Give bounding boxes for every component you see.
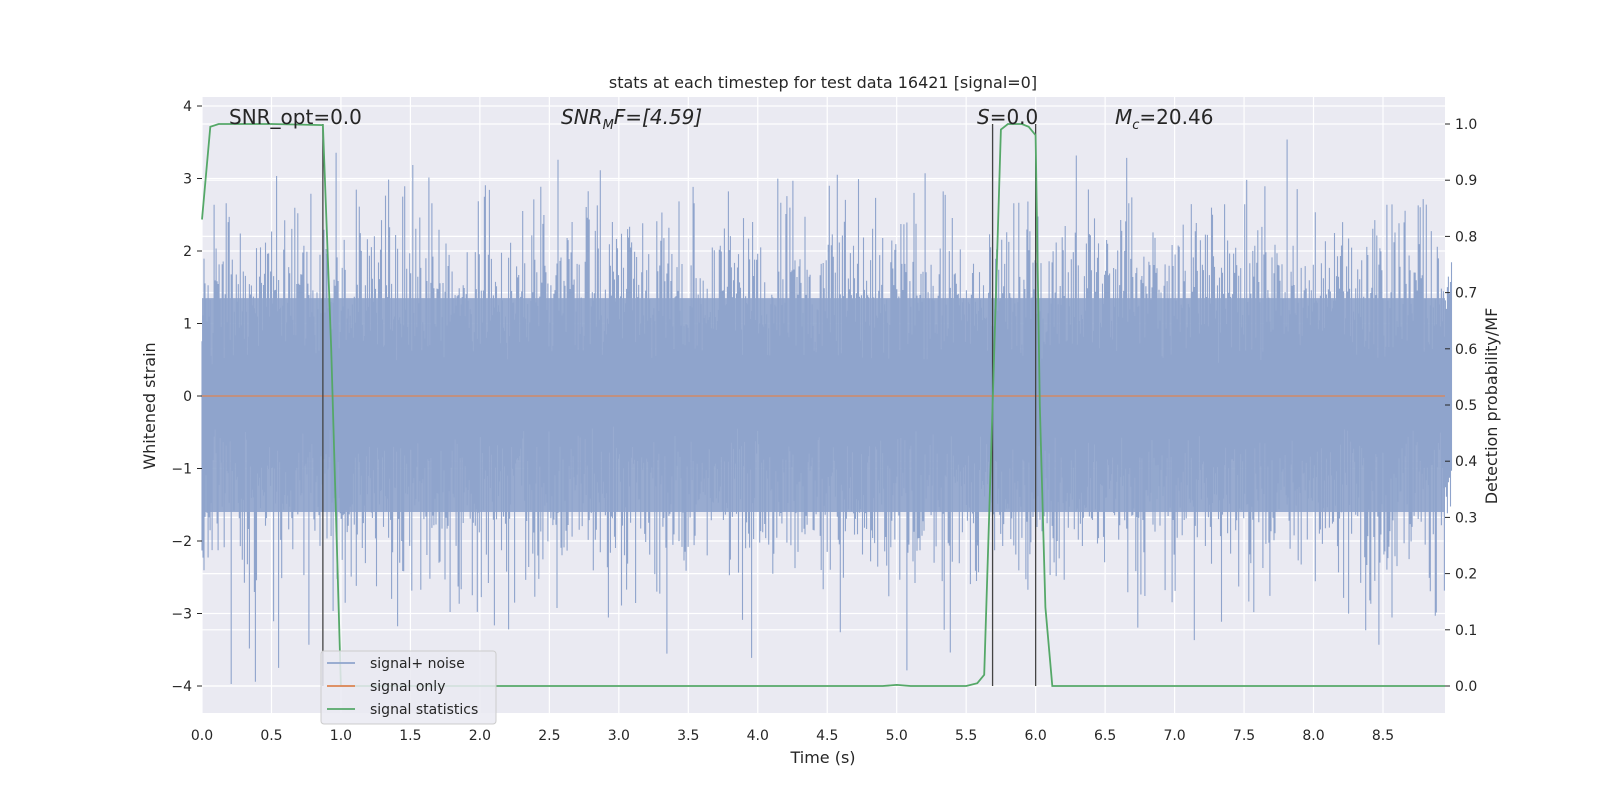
x-tick-label: 3.5	[677, 728, 699, 744]
y-right-tick-label: 0.2	[1455, 567, 1477, 583]
y-right-tick-label: 1.0	[1455, 117, 1477, 133]
y-left-tick-label: −1	[171, 462, 192, 478]
y-left-tick-label: 1	[183, 317, 192, 333]
annotation-s-label: S	[977, 105, 990, 129]
x-tick-label: 1.0	[330, 728, 352, 744]
annotation-mc-sub: c	[1132, 118, 1139, 133]
annotation-mc: Mc=20.46	[1115, 105, 1213, 133]
x-tick-label: 6.0	[1025, 728, 1047, 744]
series-signal-statistics	[201, 123, 1445, 687]
y-left-tick-label: 2	[183, 244, 192, 260]
y-right-tick-label: 0.0	[1455, 679, 1477, 695]
y-right-tick-label: 0.6	[1455, 342, 1477, 358]
y-right-tick-label: 0.3	[1455, 510, 1477, 526]
y-right-tick-label: 0.7	[1455, 286, 1477, 302]
annotation-s-value: =0.0	[990, 105, 1039, 129]
x-tick-label: 4.0	[747, 728, 769, 744]
x-tick-label: 7.0	[1163, 728, 1185, 744]
y-left-tick-label: −4	[171, 679, 192, 695]
x-tick-label: 5.0	[886, 728, 908, 744]
annotation-snr-mf: SNRMF=[4.59]	[561, 105, 702, 133]
legend-label-statistics: signal statistics	[370, 702, 478, 718]
x-tick-label: 1.5	[399, 728, 421, 744]
y-right-axis-ticks: 1.0 0.9 0.8 0.7 0.6 0.5 0.4 0.3 0.2 0.1 0.0	[1445, 117, 1477, 695]
y-right-tick-label: 0.8	[1455, 229, 1477, 245]
x-tick-label: 4.5	[816, 728, 838, 744]
annotation-mc-label: M	[1115, 105, 1132, 129]
y-left-tick-label: 4	[183, 99, 192, 115]
legend-label-signal-only: signal only	[370, 679, 445, 695]
x-tick-label: 8.0	[1302, 728, 1324, 744]
annotation-snr-mf-value: F=[4.59]	[614, 105, 702, 129]
x-tick-label: 7.5	[1233, 728, 1255, 744]
annotation-snr-mf-sub: M	[603, 118, 614, 133]
chart-title: stats at each timestep for test data 164…	[609, 73, 1037, 92]
y-right-tick-label: 0.9	[1455, 173, 1477, 189]
x-tick-label: 0.5	[260, 728, 282, 744]
y-left-tick-label: 3	[183, 172, 192, 188]
y-left-tick-label: −3	[171, 607, 192, 623]
annotation-snr-opt: SNR_opt=0.0	[229, 105, 362, 129]
annotation-mc-value: =20.46	[1139, 105, 1213, 129]
y-left-axis-ticks: 4 3 2 1 0 −1 −2 −3 −4	[171, 99, 202, 695]
x-tick-label: 2.5	[538, 728, 560, 744]
y-left-axis-label: Whitened strain	[140, 342, 159, 469]
series-signal-plus-noise	[201, 127, 1453, 684]
x-tick-label: 5.5	[955, 728, 977, 744]
legend-box	[320, 650, 497, 725]
legend: signal+ noise signal only signal statist…	[320, 650, 497, 725]
x-axis-ticks: 0.0 0.5 1.0 1.5 2.0 2.5 3.0 3.5 4.0 4.5 5.0 5.5 6.0 6…	[191, 728, 1394, 744]
x-axis-label: Time (s)	[789, 748, 855, 767]
noise-core-band	[202, 298, 1445, 512]
y-right-tick-label: 0.4	[1455, 454, 1477, 470]
y-right-axis-label: Detection probability/MF	[1482, 308, 1501, 505]
x-tick-label: 3.0	[608, 728, 630, 744]
y-right-tick-label: 0.5	[1455, 398, 1477, 414]
annotation-s: S=0.0	[977, 105, 1038, 129]
x-tick-label: 2.0	[469, 728, 491, 744]
x-tick-label: 8.5	[1372, 728, 1394, 744]
legend-label-noise: signal+ noise	[370, 656, 465, 672]
annotation-snr-mf-label: SNR	[561, 105, 603, 129]
y-right-tick-label: 0.1	[1455, 623, 1477, 639]
y-left-tick-label: −2	[171, 534, 192, 550]
x-tick-label: 0.0	[191, 728, 213, 744]
y-left-tick-label: 0	[183, 389, 192, 405]
x-tick-label: 6.5	[1094, 728, 1116, 744]
